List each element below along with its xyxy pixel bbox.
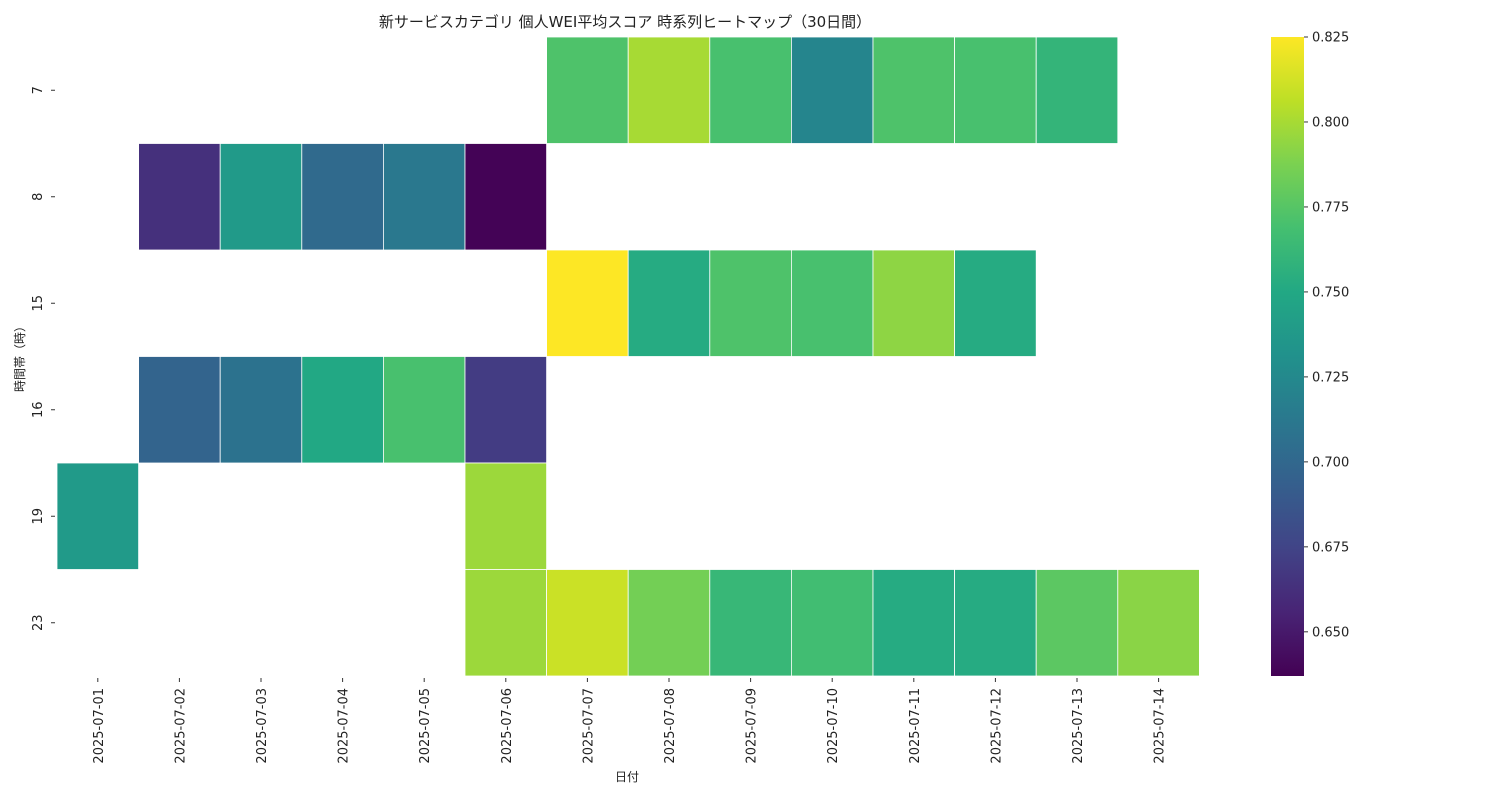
x-tick-label: 2025-07-10: [826, 688, 841, 764]
x-tick-label: 2025-07-05: [418, 688, 433, 764]
heatmap-cell: [954, 569, 1037, 677]
heatmap-cell: [546, 569, 629, 677]
y-tick-label: 8: [31, 193, 46, 201]
x-tick-label: 2025-07-09: [745, 688, 760, 764]
y-tick-label: 23: [31, 614, 46, 631]
x-tick-label: 2025-07-12: [989, 688, 1004, 764]
x-tick-label: 2025-07-01: [92, 688, 107, 764]
colorbar-tick-label: 0.650: [1312, 625, 1349, 640]
y-tick-label: 15: [31, 295, 46, 312]
heatmap-cell: [791, 36, 874, 144]
colorbar-tick-label: 0.800: [1312, 115, 1349, 130]
y-axis-label: 時間帯（時）: [13, 320, 27, 392]
x-tick-label: 2025-07-14: [1153, 688, 1168, 764]
heatmap-cell: [791, 249, 874, 357]
x-tick-label: 2025-07-13: [1071, 688, 1086, 764]
heatmap-cell: [627, 569, 711, 677]
heatmap-cell: [709, 36, 792, 144]
y-tick-label: 7: [31, 86, 46, 94]
heatmap-cell: [382, 143, 466, 251]
colorbar: [1271, 37, 1304, 676]
x-tick-label: 2025-07-08: [663, 688, 678, 764]
colorbar-tick-label: 0.750: [1312, 285, 1349, 300]
colorbar-tick-label: 0.775: [1312, 200, 1349, 215]
heatmap-cell: [301, 356, 384, 464]
heatmap-cell: [301, 143, 384, 251]
x-tick-label: 2025-07-04: [337, 688, 352, 764]
heatmap-cell: [954, 249, 1037, 357]
colorbar-tick-label: 0.825: [1312, 31, 1349, 46]
heatmap-cell: [872, 569, 955, 677]
heatmap-cell: [872, 249, 955, 357]
x-axis-ticks: 2025-07-01 2025-07-02 2025-07-03 2025-07-04…: [92, 678, 1168, 764]
heatmap-cell: [464, 462, 547, 570]
x-tick-label: 2025-07-11: [908, 688, 923, 764]
heatmap-cell: [709, 569, 792, 677]
x-tick-label: 2025-07-07: [581, 688, 596, 764]
x-axis-label: 日付: [615, 770, 639, 784]
x-tick-label: 2025-07-03: [255, 688, 270, 764]
heatmap-cell: [627, 36, 711, 144]
colorbar-tick-label: 0.700: [1312, 455, 1349, 470]
heatmap-cell: [627, 249, 711, 357]
x-tick-label: 2025-07-02: [173, 688, 188, 764]
heatmap-cell: [1035, 569, 1119, 677]
heatmap-cell: [709, 249, 792, 357]
heatmap-cell: [872, 36, 955, 144]
heatmap-cell: [546, 249, 629, 357]
heatmap-cell: [791, 569, 874, 677]
heatmap-cell: [464, 143, 547, 251]
heatmap-cell: [1117, 569, 1200, 677]
y-axis-ticks: 7 8 15 16 19 23: [31, 86, 55, 631]
heatmap-cell: [1035, 36, 1119, 144]
heatmap-cell: [219, 143, 303, 251]
heatmap-cell: [954, 36, 1037, 144]
heatmap-cell: [464, 569, 547, 677]
x-tick-label: 2025-07-06: [500, 688, 515, 764]
y-tick-label: 19: [31, 508, 46, 525]
heatmap-cells: [56, 36, 1200, 677]
y-tick-label: 16: [31, 401, 46, 418]
colorbar-ticks: 0.650 0.675 0.700 0.725 0.750 0.775 0.800 0.825: [1304, 31, 1349, 640]
heatmap-cell: [138, 356, 221, 464]
heatmap-cell: [138, 143, 221, 251]
heatmap-cell: [464, 356, 547, 464]
heatmap-cell: [382, 356, 466, 464]
heatmap-cell: [56, 462, 139, 570]
heatmap-cell: [546, 36, 629, 144]
colorbar-tick-label: 0.675: [1312, 540, 1349, 555]
colorbar-tick-label: 0.725: [1312, 370, 1349, 385]
heatmap-cell: [219, 356, 303, 464]
chart-title: 新サービスカテゴリ 個人WEI平均スコア 時系列ヒートマップ（30日間）: [379, 13, 871, 31]
